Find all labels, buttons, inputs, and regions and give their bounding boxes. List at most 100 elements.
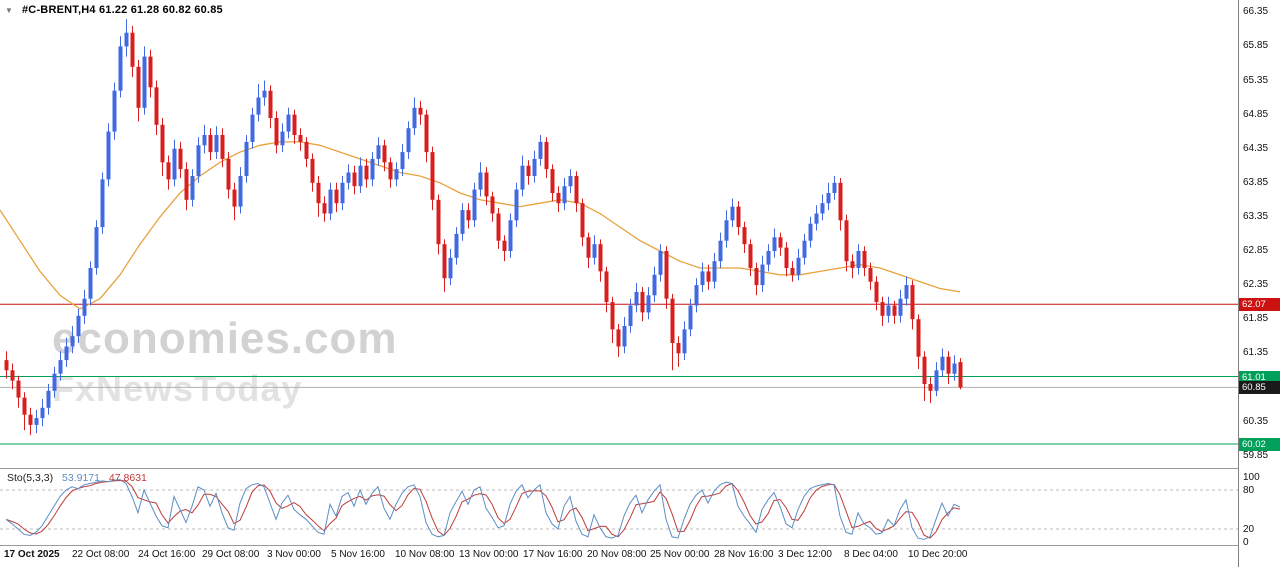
candle-up <box>412 107 417 129</box>
candle-up <box>808 223 813 241</box>
price-axis-label: 59.85 <box>1243 449 1269 461</box>
chart-header: ▼ #C-BRENT,H4 61.22 61.28 60.82 60.85 <box>5 4 223 16</box>
candle-up <box>772 237 777 251</box>
candle-up <box>370 158 375 180</box>
candle-up <box>214 135 219 153</box>
candle-up <box>472 189 477 221</box>
candle-down <box>784 247 789 268</box>
candle-up <box>190 176 195 200</box>
candle-down <box>868 268 873 282</box>
price-axis-label: 63.35 <box>1243 210 1269 222</box>
candle-down <box>316 182 321 204</box>
candle-up <box>88 268 93 299</box>
candle-up <box>406 128 411 153</box>
sto-axis-label: 0 <box>1243 537 1249 548</box>
candle-up <box>394 169 399 180</box>
candle-down <box>880 302 885 316</box>
candle-down <box>334 189 339 204</box>
candle-down <box>556 193 561 204</box>
candle-up <box>244 141 249 176</box>
candle-up <box>712 261 717 282</box>
price-axis-label: 66.35 <box>1243 6 1269 18</box>
price-axis-label: 65.85 <box>1243 40 1269 52</box>
candle-up <box>328 189 333 214</box>
candle-up <box>538 141 543 159</box>
candle-up <box>508 220 513 251</box>
candle-up <box>766 251 771 265</box>
price-level-tag-support: 61.01 <box>1239 370 1280 384</box>
candle-down <box>22 397 27 415</box>
axis-separator <box>0 545 1238 546</box>
candle-up <box>460 210 465 234</box>
candle-up <box>700 271 705 286</box>
sto-axis-label: 100 <box>1243 472 1260 483</box>
candle-up <box>934 370 939 391</box>
candle-up <box>478 172 483 190</box>
candle-down <box>28 414 33 425</box>
candle-down <box>154 87 159 125</box>
time-axis-label: 29 Oct 08:00 <box>202 549 260 560</box>
watermark: economies.com FxNewsToday <box>52 314 398 410</box>
time-axis[interactable]: 17 Oct 2025 22 Oct 08:00 24 Oct 16:00 29 Oc… <box>0 546 1238 567</box>
time-axis-label: 3 Nov 00:00 <box>267 549 321 560</box>
price-axis-label: 63.85 <box>1243 176 1269 188</box>
candle-down <box>550 169 555 193</box>
time-axis-label: 24 Oct 16:00 <box>138 549 196 560</box>
candle-down <box>610 302 615 330</box>
candle-down <box>268 90 273 118</box>
candle-up <box>952 363 957 374</box>
candle-up <box>730 206 735 221</box>
indicator-d-value: 47.8631 <box>108 472 147 484</box>
stochastic-chart[interactable] <box>0 470 1238 545</box>
candle-down <box>304 141 309 159</box>
candle-up <box>826 193 831 204</box>
candle-down <box>16 380 21 398</box>
candle-up <box>124 32 129 47</box>
time-axis-label: 5 Nov 16:00 <box>331 549 385 560</box>
candle-down <box>130 32 135 67</box>
candle-down <box>526 165 531 176</box>
candle-down <box>436 199 441 245</box>
candle-up <box>760 264 765 286</box>
candle-down <box>352 172 357 187</box>
symbol-ohlc-title: #C-BRENT,H4 61.22 61.28 60.82 60.85 <box>21 4 223 16</box>
candle-up <box>94 227 99 268</box>
chevron-down-icon[interactable]: ▼ <box>5 6 13 15</box>
price-axis-label: 62.85 <box>1243 245 1269 256</box>
candle-up <box>832 182 837 193</box>
time-axis-label: 25 Nov 00:00 <box>650 549 710 560</box>
candle-down <box>292 114 297 135</box>
watermark-economies: economies.com <box>52 314 398 363</box>
candle-down <box>364 165 369 180</box>
candle-up <box>100 179 105 228</box>
candle-down <box>136 66 141 108</box>
candle-up <box>118 46 123 91</box>
candle-down <box>748 244 753 268</box>
candlestick-chart[interactable] <box>0 0 1238 468</box>
sto-axis-label: 80 <box>1243 485 1255 496</box>
candle-down <box>916 319 921 357</box>
sto-d-line <box>5 479 961 539</box>
time-axis-label: 17 Oct 2025 <box>4 549 60 560</box>
candle-up <box>64 346 69 361</box>
candle-down <box>928 384 933 391</box>
candle-up <box>58 360 63 374</box>
candle-down <box>208 135 213 153</box>
candle-down <box>946 356 951 374</box>
candle-up <box>46 390 51 408</box>
candle-down <box>778 237 783 248</box>
candle-down <box>604 271 609 303</box>
candle-down <box>220 135 225 159</box>
time-axis-label: 8 Dec 04:00 <box>844 549 898 560</box>
candle-up <box>682 329 687 354</box>
candle-down <box>490 196 495 214</box>
pane-separator[interactable] <box>0 468 1238 469</box>
price-axis[interactable]: 66.35 65.85 65.35 64.85 64.35 63.85 63.35 62.85… <box>1238 0 1280 567</box>
time-axis-label: 20 Nov 08:00 <box>587 549 647 560</box>
sto-k-line <box>5 479 961 540</box>
candle-up <box>688 305 693 330</box>
candle-up <box>250 114 255 142</box>
candle-down <box>580 203 585 238</box>
candle-down <box>166 162 171 180</box>
candle-up <box>814 213 819 224</box>
